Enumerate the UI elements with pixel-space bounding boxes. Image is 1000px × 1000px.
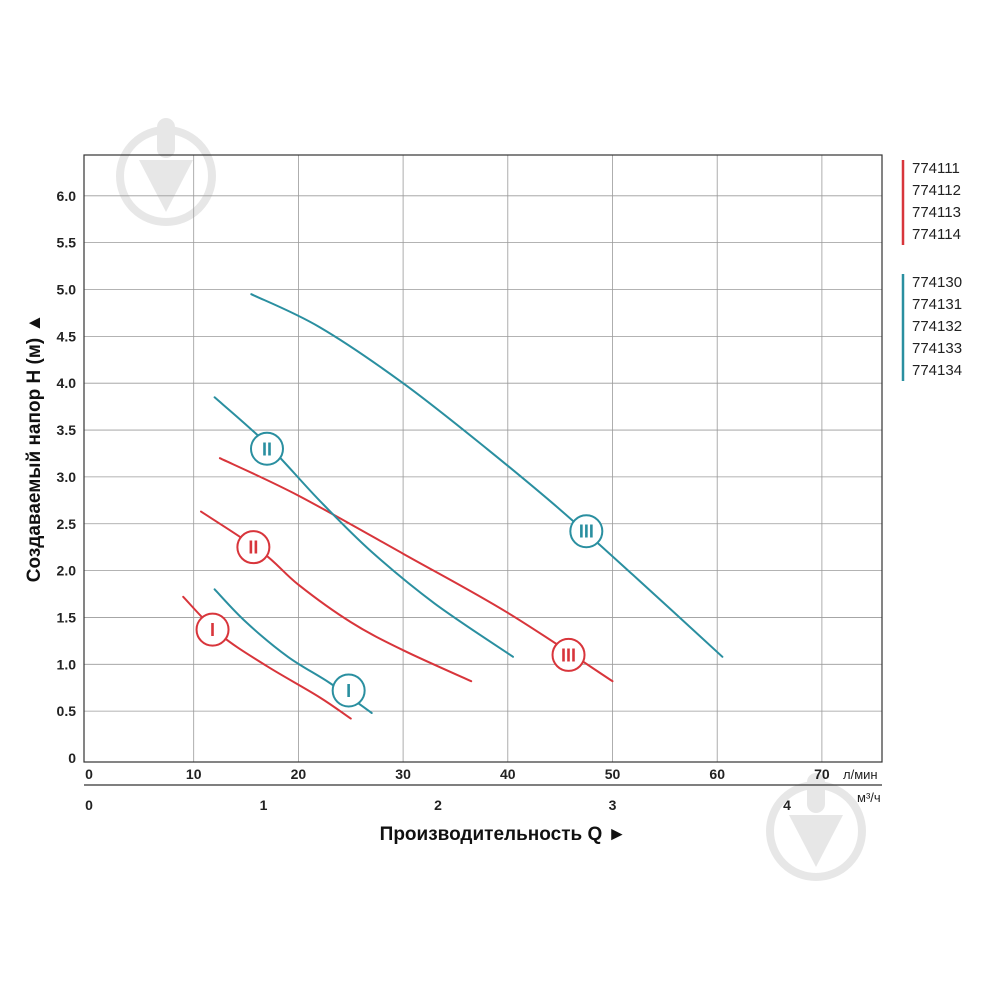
legend-entry: 774133 [912, 340, 962, 357]
x-tick-label-secondary: 3 [609, 797, 617, 813]
x-axis-primary-ticks: 0 10 20 30 40 50 60 70 [85, 766, 830, 782]
y-tick-label: 0 [68, 750, 76, 766]
y-tick-label: 6.0 [57, 188, 77, 204]
y-tick-label: 5.5 [57, 235, 77, 251]
x-tick-label-secondary: 1 [260, 797, 268, 813]
x-tick-label-primary: 20 [291, 766, 307, 782]
y-tick-label: 2.5 [57, 516, 77, 532]
curve-badge-label: III [579, 522, 594, 542]
legend-entry: 774132 [912, 318, 962, 335]
x-tick-label-secondary: 0 [85, 797, 93, 813]
curve-badge-label: III [561, 645, 576, 665]
x-tick-label-primary: 0 [85, 766, 93, 782]
curve-badge-label: II [262, 439, 272, 459]
watermark-logo-bottom [766, 773, 866, 881]
curve-badge-red-i [195, 612, 230, 647]
x-axis-secondary-ticks: 0 1 2 3 4 [85, 797, 791, 813]
y-tick-label: 1.0 [57, 656, 77, 672]
legend: 774111 774112 774113 774114 774130 774131 7741… [901, 160, 962, 381]
legend-entry: 774111 [912, 160, 960, 177]
curve-badge-teal-iii [569, 514, 604, 549]
curve-badge-label: I [210, 620, 215, 640]
legend-entry: 774113 [912, 204, 961, 221]
legend-entry: 774131 [912, 296, 962, 313]
curve-badge-red-iii [551, 637, 586, 672]
legend-entry: 774112 [912, 182, 961, 199]
y-axis-ticks: 0 0.5 1.0 1.5 2.0 2.5 3.0 3.5 4.0 4.5 5.0 5.5 6.0 [57, 188, 77, 766]
legend-entry: 774134 [912, 362, 962, 379]
x-unit-secondary: м³/ч [857, 790, 881, 805]
curve-badge-label: I [346, 681, 351, 701]
x-tick-label-primary: 60 [709, 766, 725, 782]
x-tick-label-primary: 70 [814, 766, 830, 782]
curve-teal-iii [250, 293, 724, 658]
x-tick-label-primary: 30 [395, 766, 411, 782]
curve-badge-red-ii [236, 530, 271, 565]
y-tick-label: 2.0 [57, 563, 77, 579]
plot-frame [83, 154, 883, 763]
y-tick-label: 4.0 [57, 375, 77, 391]
curve-badge-label: II [248, 538, 258, 558]
chart-grid [84, 155, 882, 762]
x-axis-title: Производительность Q ► [380, 824, 627, 845]
y-tick-label: 4.5 [57, 328, 77, 344]
x-tick-label-primary: 50 [605, 766, 621, 782]
x-tick-label-secondary: 2 [434, 797, 442, 813]
curve-red-iii [218, 457, 614, 683]
x-tick-label-primary: 40 [500, 766, 516, 782]
watermark-logo-top [116, 118, 216, 226]
y-tick-label: 5.0 [57, 282, 77, 298]
y-tick-label: 0.5 [57, 703, 77, 719]
y-tick-label: 1.5 [57, 609, 77, 625]
y-axis-title: Создаваемый напор H (м) ▲ [24, 314, 45, 583]
x-tick-label-primary: 10 [186, 766, 202, 782]
curve-badge-teal-ii [249, 431, 284, 466]
legend-entry: 774130 [912, 274, 962, 291]
pump-curves [182, 293, 724, 720]
y-tick-label: 3.0 [57, 469, 77, 485]
curve-badge-teal-i [331, 673, 366, 708]
x-tick-label-secondary: 4 [783, 797, 791, 813]
y-tick-label: 3.5 [57, 422, 77, 438]
x-unit-primary: л/мин [843, 767, 878, 782]
legend-entry: 774114 [912, 226, 961, 243]
